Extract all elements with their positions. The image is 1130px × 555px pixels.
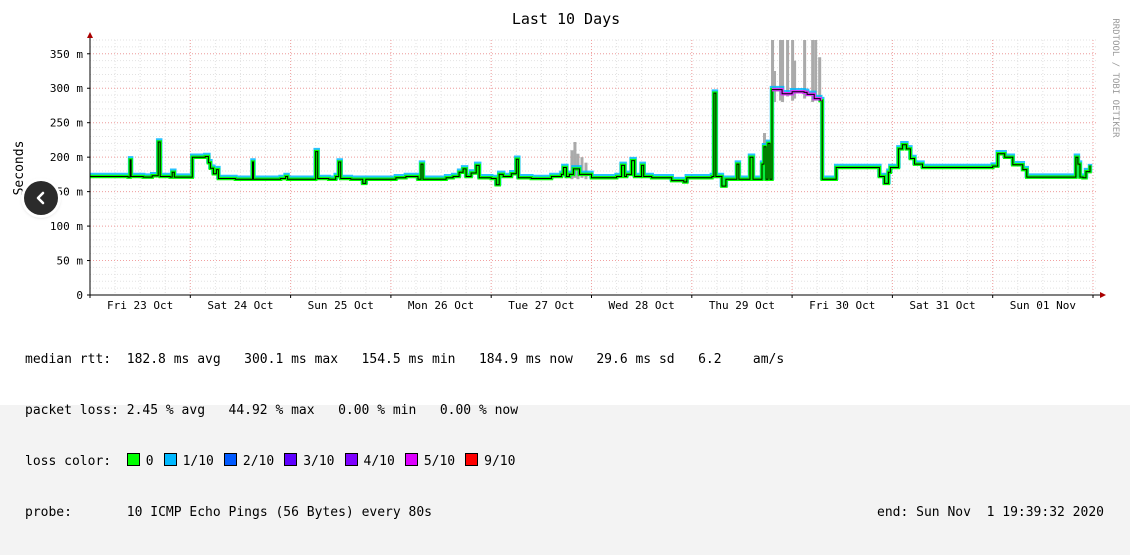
x-tick-label: Mon 26 Oct bbox=[408, 299, 474, 312]
smoke-bar bbox=[781, 40, 785, 103]
loss-color-item: 3/10 bbox=[284, 453, 335, 470]
loss-color-label-text: 2/10 bbox=[242, 454, 275, 469]
smoke-bar bbox=[570, 150, 574, 180]
loss-color-item: 9/10 bbox=[465, 453, 515, 470]
y-tick-label: 150 m bbox=[50, 186, 83, 199]
y-tick-label: 250 m bbox=[50, 117, 83, 130]
loss-color-item: 5/10 bbox=[404, 453, 456, 470]
latency-chart: Last 10 Days Seconds RRDTOOL / TOBI OETI… bbox=[12, 10, 1120, 312]
smoke-bar bbox=[580, 157, 584, 178]
x-tick-label: Fri 30 Oct bbox=[809, 299, 875, 312]
y-tick-label: 0 bbox=[76, 289, 83, 302]
loss-color-label-text: 3/10 bbox=[303, 454, 335, 469]
loss-color-items: 0 1/10 2/10 3/10 4/10 5/10 9/10 bbox=[126, 453, 526, 470]
probe-row: probe: 10 ICMP Echo Pings (56 Bytes) eve… bbox=[25, 504, 1125, 521]
smoke-bars bbox=[570, 40, 822, 180]
packet-loss-values: 2.45 % avg 44.92 % max 0.00 % min 0.00 %… bbox=[126, 403, 519, 418]
smoke-bar bbox=[786, 40, 790, 97]
x-tick-label: Sun 25 Oct bbox=[308, 299, 374, 312]
series-median-rtt bbox=[90, 85, 1093, 188]
probe-label: probe: bbox=[25, 505, 72, 520]
packet-loss-label: packet loss: bbox=[25, 403, 119, 418]
smoke-bar bbox=[779, 40, 783, 101]
median-rtt-row: median rtt: 182.8 ms avg 300.1 ms max 15… bbox=[25, 351, 1125, 368]
loss-color-label-text: 9/10 bbox=[484, 454, 516, 469]
previous-graph-button[interactable] bbox=[24, 181, 58, 215]
y-axis-label: Seconds bbox=[12, 141, 27, 196]
end-timestamp: end: Sun Nov 1 19:39:32 2020 bbox=[877, 505, 1104, 520]
rrdtool-credit-label: RRDTOOL / TOBI OETIKER bbox=[1110, 18, 1120, 138]
y-tick-label: 50 m bbox=[57, 255, 84, 268]
smoke-bar bbox=[818, 57, 822, 101]
x-tick-label: Sat 31 Oct bbox=[909, 299, 975, 312]
loss-color-swatch bbox=[223, 453, 237, 466]
loss-color-label-text: 0 bbox=[145, 454, 154, 469]
loss-color-label-text: 4/10 bbox=[363, 454, 395, 469]
smoke-bar bbox=[573, 142, 577, 178]
smoke-bar bbox=[814, 40, 818, 101]
loss-color-swatch bbox=[465, 453, 479, 466]
median-rtt-line bbox=[90, 89, 1091, 187]
smoke-bar bbox=[791, 40, 795, 101]
loss-color-item: 2/10 bbox=[223, 453, 275, 470]
loss-color-item: 0 bbox=[126, 453, 154, 470]
x-tick-label: Thu 29 Oct bbox=[709, 299, 775, 312]
loss-color-label-text: 1/10 bbox=[182, 454, 214, 469]
y-tick-labels: 0 50 m 100 m 150 m 200 m 250 m 300 m 350 m bbox=[50, 48, 90, 302]
loss-color-swatch bbox=[284, 453, 298, 466]
smoke-bar bbox=[811, 40, 815, 103]
x-tick-label: Sun 01 Nov bbox=[1010, 299, 1077, 312]
median-rtt-values: 182.8 ms avg 300.1 ms max 154.5 ms min 1… bbox=[126, 352, 785, 367]
loss-color-swatch bbox=[404, 453, 418, 466]
x-tick-label: Fri 23 Oct bbox=[107, 299, 173, 312]
smoke-bar bbox=[803, 40, 807, 99]
loss-color-row: loss color: 0 1/10 2/10 3/10 4/10 5/10 9/10 bbox=[25, 453, 1125, 470]
loss-color-item: 1/10 bbox=[163, 453, 214, 470]
smoke-bar bbox=[771, 40, 775, 92]
loss-color-label-text: 5/10 bbox=[423, 454, 456, 469]
chart-title: Last 10 Days bbox=[512, 10, 620, 28]
loss-color-item: 4/10 bbox=[344, 453, 395, 470]
axes bbox=[87, 32, 1106, 298]
x-tick-label: Tue 27 Oct bbox=[508, 299, 574, 312]
y-axis-arrow-icon bbox=[87, 32, 93, 38]
x-tick-labels: Fri 23 Oct Sat 24 Oct Sun 25 Oct Mon 26 Oct… bbox=[89, 295, 1094, 312]
x-axis-arrow-icon bbox=[1100, 292, 1106, 298]
y-tick-label: 350 m bbox=[50, 48, 83, 61]
x-tick-label: Wed 28 Oct bbox=[609, 299, 675, 312]
loss-segment-line bbox=[772, 89, 821, 101]
smokeping-graph-card: Last 10 Days Seconds RRDTOOL / TOBI OETI… bbox=[0, 0, 1130, 520]
loss-color-label: loss color: bbox=[25, 454, 112, 469]
loss-color-swatch bbox=[126, 453, 140, 466]
loss-color-swatch bbox=[163, 453, 177, 466]
probe-value: 10 ICMP Echo Pings (56 Bytes) every 80s bbox=[126, 505, 433, 520]
smoke-bar bbox=[793, 60, 797, 99]
x-tick-label: Sat 24 Oct bbox=[207, 299, 273, 312]
loss-color-swatch bbox=[344, 453, 358, 466]
y-tick-label: 200 m bbox=[50, 151, 83, 164]
y-tick-label: 100 m bbox=[50, 220, 83, 233]
stats-legend: median rtt: 182.8 ms avg 300.1 ms max 15… bbox=[25, 317, 1125, 555]
median-rtt-label: median rtt: bbox=[25, 352, 112, 367]
chevron-left-icon bbox=[36, 191, 45, 205]
y-tick-label: 300 m bbox=[50, 82, 83, 95]
